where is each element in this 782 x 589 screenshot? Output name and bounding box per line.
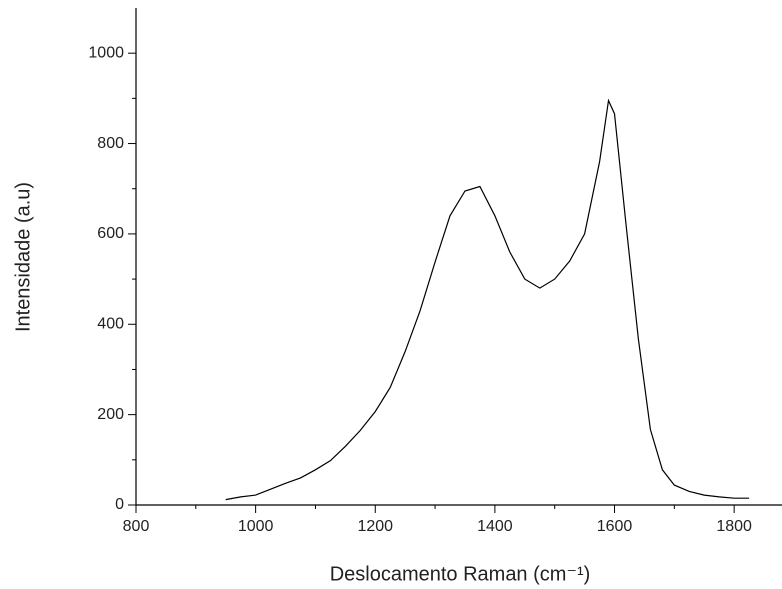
x-tick-label: 1200: [357, 518, 393, 535]
x-axis-label: Deslocamento Raman (cm⁻¹): [330, 563, 591, 585]
y-tick-label: 400: [97, 315, 124, 332]
spectrum-line: [225, 98, 750, 501]
y-tick-label: 200: [97, 406, 124, 423]
y-tick-label: 800: [97, 135, 124, 152]
y-tick-label: 0: [115, 496, 124, 513]
x-tick-label: 1400: [477, 518, 513, 535]
x-tick-label: 1000: [238, 518, 274, 535]
x-tick-label: 1600: [597, 518, 633, 535]
x-tick-label: 1800: [716, 518, 752, 535]
x-tick-label: 800: [123, 518, 150, 535]
y-tick-label: 600: [97, 225, 124, 242]
y-tick-label: 1000: [88, 44, 124, 61]
y-axis-label: Intensidade (a.u): [12, 182, 34, 332]
